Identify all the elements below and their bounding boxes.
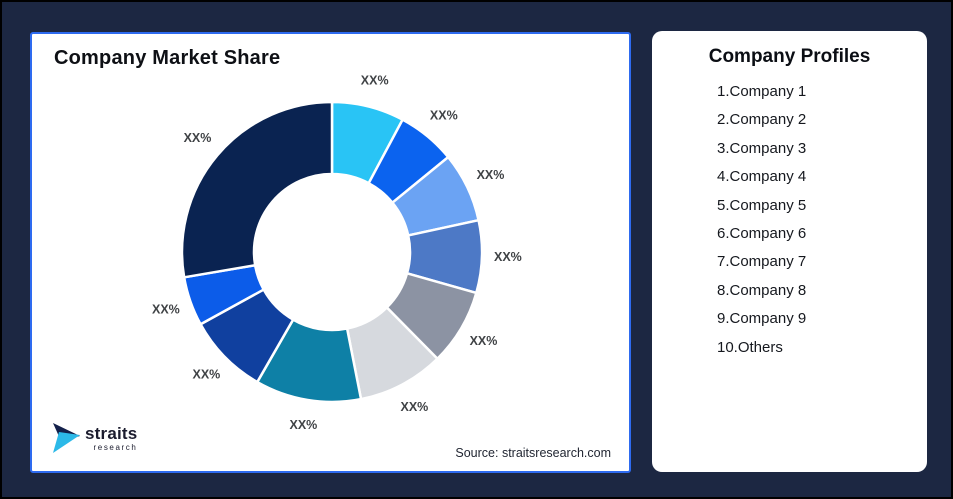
segment-label: XX% [470,334,498,348]
profile-item: 1.Company 1 [717,83,807,100]
profile-item: 8.Company 8 [717,281,807,299]
profile-item: 3.Company 3 [717,139,807,157]
market-share-card: XX% XX% XX% XX% XX% XX% XX% XX% XX% XX% Company M… [30,32,631,473]
profile-item: 6.Company 6 [717,225,807,243]
straits-logo-icon [53,423,80,453]
segment-label: XX% [184,131,212,145]
source-text: Source: straitsresearch.com [455,446,611,460]
profile-item: 5.Company 5 [717,196,807,214]
profiles-list: 1.Company 1 2.Company 2 3.Company 3 4.Compa… [652,78,927,362]
chart-title: Company Market Share [54,47,281,69]
donut-segment [180,100,334,279]
segment-label: XX% [361,74,389,88]
straits-logo-text: straits research [85,425,137,452]
profiles-title: Company Profiles [708,46,871,67]
profile-item: 9.Company 9 [717,310,807,328]
profile-item: 2.Company 2 [717,111,807,129]
segment-label: XX% [430,108,458,122]
segment-label: XX% [193,368,221,382]
segment-label: XX% [290,418,318,432]
straits-logo: straits research [52,422,137,454]
profile-item: 7.Company 7 [717,253,807,271]
segment-label: XX% [477,168,505,182]
segment-label: XX% [494,250,522,264]
profile-item: 10.Others [717,338,783,356]
company-profiles-card: Company Profiles 1.Company 1 2.Company 2 3… [652,31,927,472]
logo-subtitle: research [93,442,138,452]
profile-item: 4.Company 4 [717,168,807,186]
segment-label: XX% [401,400,429,414]
donut-chart: XX% XX% XX% XX% XX% XX% XX% XX% XX% XX% [152,74,522,432]
segment-label: XX% [152,302,180,316]
logo-name: straits [85,423,138,443]
